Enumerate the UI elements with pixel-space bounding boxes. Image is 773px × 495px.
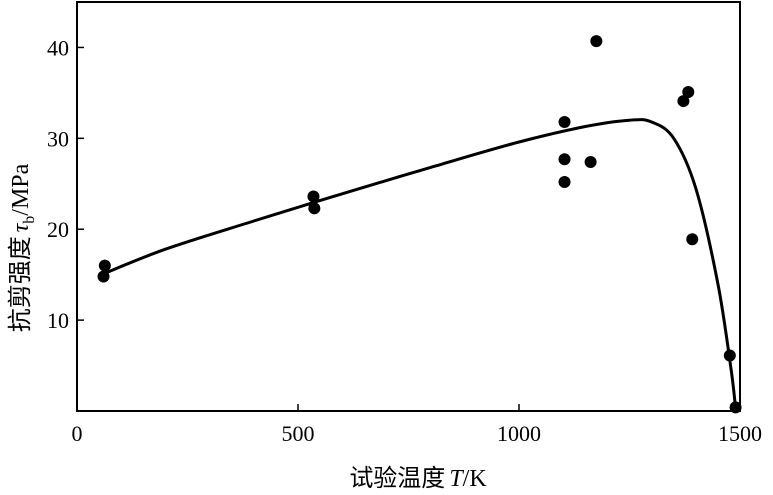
x-tick-label: 1000 <box>497 421 541 446</box>
x-tick-label: 1500 <box>718 421 762 446</box>
y-axis-title: 抗剪强度τb/MPa <box>7 163 38 332</box>
y-tick-label: 20 <box>47 217 69 242</box>
data-point <box>682 85 695 98</box>
y-tick-label: 40 <box>47 35 69 60</box>
data-point <box>98 259 111 272</box>
data-point <box>558 175 571 188</box>
data-point <box>97 270 110 283</box>
fit-curve <box>102 118 738 409</box>
data-point <box>729 401 742 414</box>
plot-frame <box>76 1 741 412</box>
x-tick-label: 0 <box>72 421 83 446</box>
data-point <box>584 155 597 168</box>
data-point <box>558 153 571 166</box>
data-point <box>686 233 699 246</box>
y-tick-label: 10 <box>47 308 69 333</box>
data-point <box>558 115 571 128</box>
x-axis-title: 试验温度 T/K <box>349 465 487 492</box>
x-tick-label: 500 <box>282 421 315 446</box>
data-point <box>590 35 603 48</box>
data-point <box>307 190 320 203</box>
y-tick-label: 30 <box>47 126 69 151</box>
data-point <box>677 95 690 108</box>
data-point <box>308 202 321 215</box>
data-point <box>723 349 736 362</box>
